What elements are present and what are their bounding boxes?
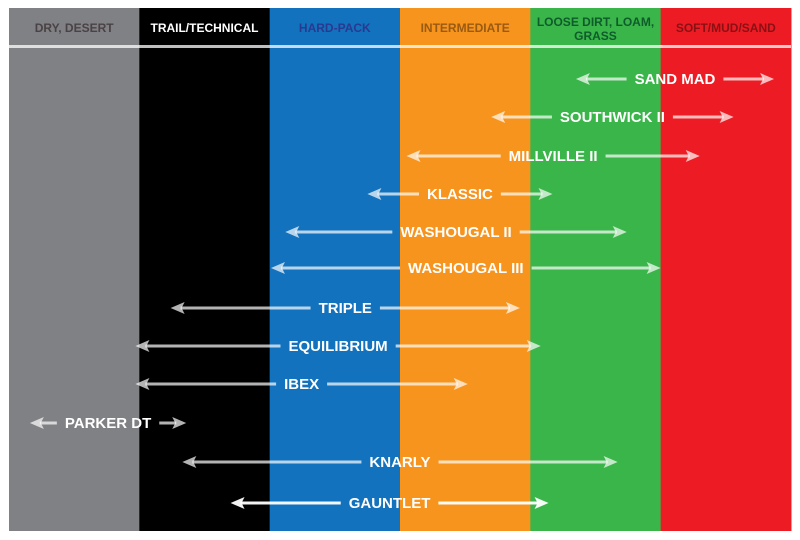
terrain-column [139,8,271,531]
range-arrow [491,111,734,123]
range-arrow [285,226,627,238]
arrowhead-left-icon [170,302,185,314]
arrowhead-right-icon [612,226,627,238]
range-arrow [135,340,541,352]
arrowhead-left-icon [575,73,590,85]
arrowhead-right-icon [685,150,700,162]
column-header: TRAIL/TECHNICAL [150,21,258,35]
arrowhead-left-icon [406,150,421,162]
arrowhead-right-icon [603,456,618,468]
arrowhead-left-icon [182,456,197,468]
arrowhead-left-icon [230,497,245,509]
arrowhead-right-icon [526,340,541,352]
tire-label: SOUTHWICK II [560,109,665,126]
arrowhead-left-icon [29,417,44,429]
column-header: LOOSE DIRT, LOAM, GRASS [537,15,654,43]
range-arrow [406,150,700,162]
arrowhead-right-icon [172,417,187,429]
range-arrow [170,302,520,314]
range-arrow [575,73,775,85]
range-arrow [270,262,661,274]
arrowhead-right-icon [534,497,549,509]
column-header: SOFT/MUD/SAND [676,21,776,35]
range-arrow [230,497,549,509]
tire-label: EQUILIBRIUM [288,338,387,355]
arrowhead-right-icon [760,73,775,85]
tire-label: IBEX [284,376,319,393]
tire-label: SAND MAD [635,71,716,88]
range-arrow [367,188,553,200]
range-arrow [182,456,618,468]
column-header: INTERMEDIATE [421,21,510,35]
tire-label: WASHOUGAL III [408,260,524,277]
arrowhead-left-icon [135,340,150,352]
tire-label: KNARLY [369,454,430,471]
arrowhead-right-icon [719,111,734,123]
arrowhead-left-icon [285,226,300,238]
tire-label: MILLVILLE II [509,148,598,165]
range-arrow [29,417,187,429]
range-arrow [135,378,468,390]
arrowhead-right-icon [453,378,468,390]
arrowhead-left-icon [135,378,150,390]
column-header: DRY, DESERT [35,21,115,35]
terrain-column [660,8,792,531]
arrowhead-right-icon [505,302,520,314]
terrain-column [399,8,531,531]
tire-label: PARKER DT [65,415,151,432]
arrowhead-right-icon [538,188,553,200]
arrowhead-left-icon [367,188,382,200]
tire-label: KLASSIC [427,186,493,203]
tire-label: TRIPLE [319,300,372,317]
arrowhead-left-icon [270,262,285,274]
tire-label: WASHOUGAL II [400,224,511,241]
arrowhead-right-icon [646,262,661,274]
tire-label: GAUNTLET [349,495,431,512]
column-header: HARD-PACK [299,21,371,35]
header-divider [9,45,791,48]
terrain-column [9,8,140,531]
arrowhead-left-icon [491,111,506,123]
